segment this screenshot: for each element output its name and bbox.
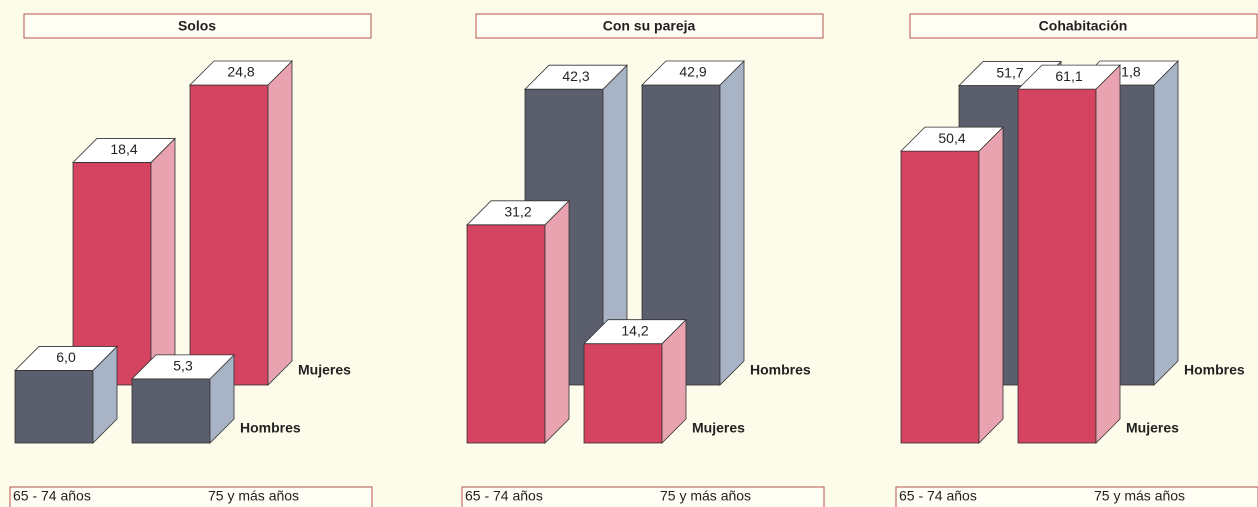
bar-front	[189, 84, 269, 386]
title-box	[475, 13, 824, 39]
bar-top	[131, 354, 235, 380]
bar-side	[1095, 64, 1121, 444]
legend-label: Hombres	[1184, 362, 1245, 378]
chart-title: Con su pareja	[603, 18, 696, 34]
bar-top	[583, 319, 687, 345]
category-box	[9, 486, 373, 507]
bar-front	[583, 343, 663, 444]
legend-label: Mujeres	[692, 420, 745, 436]
data-label: 51,7	[996, 64, 1023, 80]
title-box	[909, 13, 1258, 39]
bar-side	[150, 137, 176, 386]
legend-label: Mujeres	[298, 362, 351, 378]
data-label: 5,3	[173, 358, 193, 374]
x-tick-label: 75 y más años	[660, 488, 751, 504]
bar-top	[14, 346, 118, 371]
data-label: 42,9	[679, 64, 706, 80]
bar-side	[719, 60, 745, 386]
x-tick-label: 75 y más años	[1094, 488, 1185, 504]
bar-front	[900, 150, 980, 444]
data-label: 42,3	[562, 68, 589, 84]
category-box	[895, 486, 1258, 507]
bar-top	[1017, 64, 1121, 90]
data-label: 24,8	[227, 64, 254, 80]
legend-label: Hombres	[240, 420, 301, 436]
chart-title: Cohabitación	[1039, 18, 1128, 34]
bar-top	[466, 200, 570, 226]
data-label: 6,0	[56, 349, 76, 365]
legend-label: Hombres	[750, 362, 811, 378]
bar-side	[267, 60, 293, 386]
bar-top	[189, 60, 293, 86]
chart-title: Solos	[178, 18, 216, 34]
bar-top	[641, 60, 745, 86]
bar-side	[978, 126, 1004, 444]
category-box	[461, 486, 825, 507]
data-label: 18,4	[110, 141, 137, 157]
bar-side	[1153, 60, 1179, 386]
bar-front	[131, 378, 211, 444]
bar-front	[1017, 88, 1097, 444]
data-label: 61,1	[1055, 68, 1082, 84]
data-label: 50,4	[938, 130, 965, 146]
x-tick-label: 65 - 74 años	[465, 488, 543, 504]
title-box	[23, 13, 372, 39]
x-tick-label: 65 - 74 años	[899, 488, 977, 504]
bar-top	[524, 64, 628, 90]
x-tick-label: 65 - 74 años	[13, 488, 91, 504]
bar-top	[900, 126, 1004, 152]
data-label: 14,2	[621, 322, 648, 338]
data-label: 31,2	[504, 204, 531, 220]
bar-front	[466, 224, 546, 444]
bar-top	[72, 138, 176, 163]
x-tick-label: 75 y más años	[208, 488, 299, 504]
bar-front	[14, 370, 94, 444]
legend-label: Mujeres	[1126, 420, 1179, 436]
bar-side	[544, 199, 570, 444]
